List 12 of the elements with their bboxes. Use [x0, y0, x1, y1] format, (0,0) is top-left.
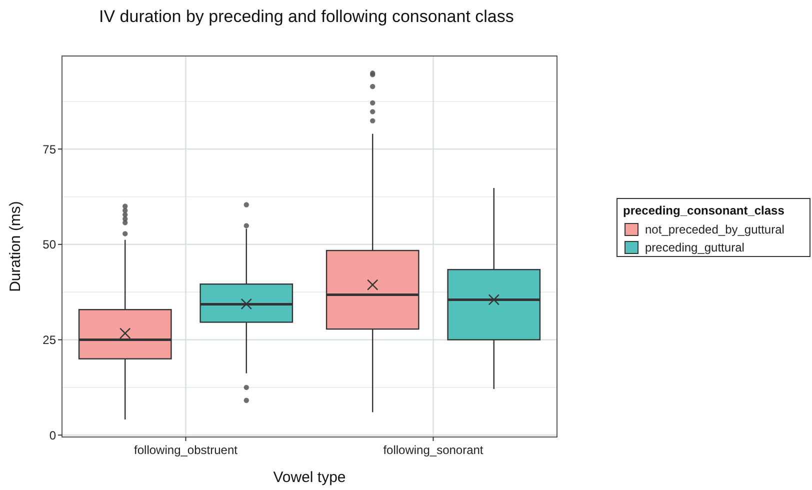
y-axis-title: Duration (ms) — [7, 201, 24, 292]
y-tick-label: 75 — [42, 142, 56, 156]
chart-title: IV duration by preceding and following consonant class — [99, 7, 514, 26]
x-tick-label: following_obstruent — [134, 443, 238, 457]
y-tick-label: 0 — [49, 428, 56, 442]
legend-label: preceding_guttural — [645, 240, 744, 255]
legend-label: not_preceded_by_guttural — [645, 222, 784, 237]
y-tick-label: 50 — [42, 238, 56, 252]
y-tick-label: 25 — [42, 332, 56, 347]
legend-title: preceding_consonant_class — [623, 204, 785, 218]
x-axis-title: Vowel type — [273, 469, 346, 486]
x-tick-label: following_sonorant — [383, 443, 484, 457]
